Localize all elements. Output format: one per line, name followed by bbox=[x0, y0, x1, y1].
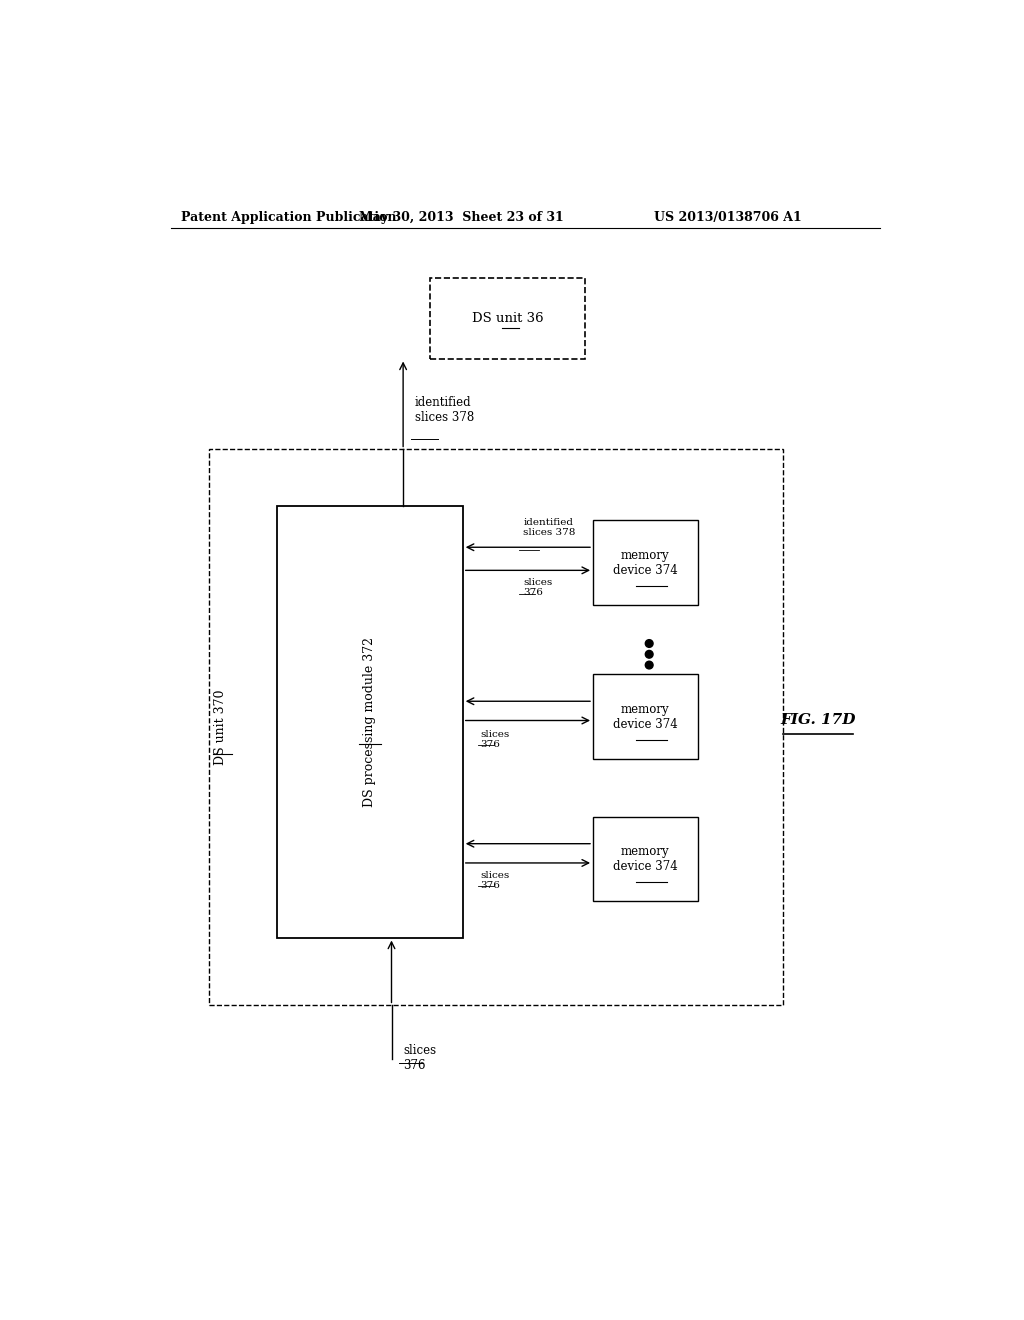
Text: Patent Application Publication: Patent Application Publication bbox=[180, 211, 396, 224]
Circle shape bbox=[645, 640, 653, 647]
Bar bbox=[593, 675, 697, 759]
Bar bbox=[430, 277, 586, 359]
Text: slices
376: slices 376 bbox=[403, 1044, 436, 1072]
Circle shape bbox=[645, 661, 653, 669]
Text: slices
376: slices 376 bbox=[523, 578, 553, 598]
Bar bbox=[276, 507, 463, 937]
Text: FIG. 17D: FIG. 17D bbox=[780, 714, 855, 727]
Text: identified
slices 378: identified slices 378 bbox=[415, 396, 474, 424]
Text: memory
device 374: memory device 374 bbox=[613, 702, 678, 731]
Bar bbox=[209, 449, 783, 1006]
Text: DS processing module 372: DS processing module 372 bbox=[364, 638, 376, 807]
Text: memory
device 374: memory device 374 bbox=[613, 845, 678, 873]
Text: DS unit 36: DS unit 36 bbox=[472, 312, 544, 325]
Text: May 30, 2013  Sheet 23 of 31: May 30, 2013 Sheet 23 of 31 bbox=[358, 211, 563, 224]
Text: US 2013/0138706 A1: US 2013/0138706 A1 bbox=[654, 211, 802, 224]
Circle shape bbox=[645, 651, 653, 659]
Bar bbox=[593, 520, 697, 605]
Text: memory
device 374: memory device 374 bbox=[613, 549, 678, 577]
Text: slices
376: slices 376 bbox=[480, 871, 510, 890]
Text: DS unit 370: DS unit 370 bbox=[214, 689, 227, 766]
Text: slices
376: slices 376 bbox=[480, 730, 510, 750]
Bar bbox=[593, 817, 697, 902]
Text: identified
slices 378: identified slices 378 bbox=[523, 517, 575, 537]
